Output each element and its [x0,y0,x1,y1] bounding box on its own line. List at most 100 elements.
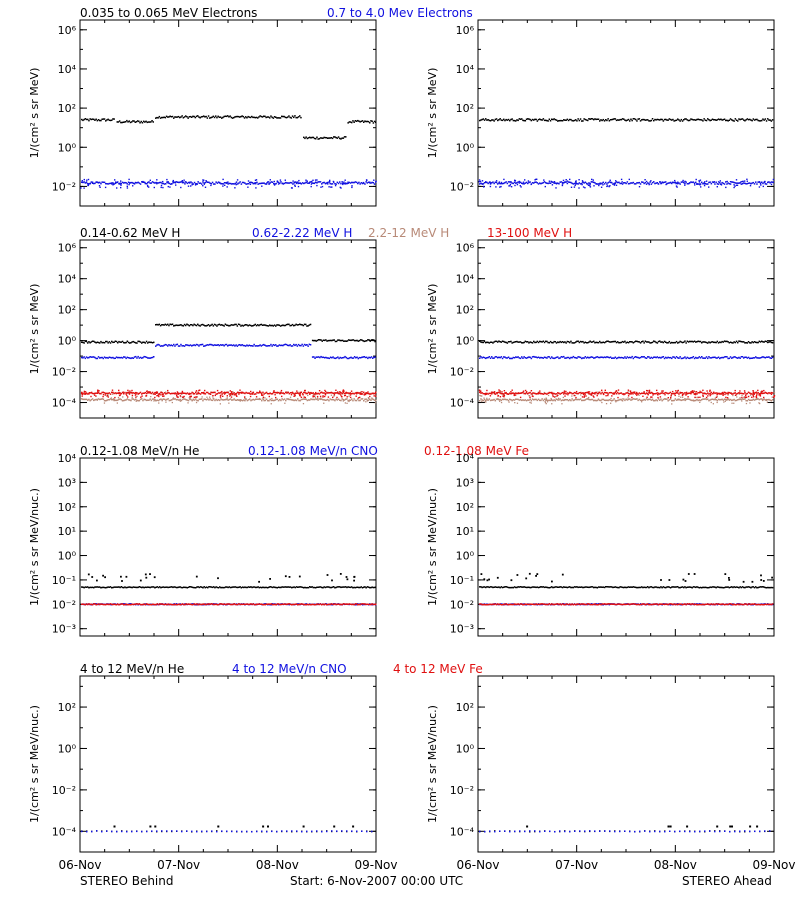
data-point [163,344,165,347]
data-point [221,344,223,346]
data-point [217,324,219,326]
data-point [183,586,185,588]
data-point [627,183,630,185]
data-point [708,341,710,343]
data-point-scatter [545,398,548,400]
data-point [172,586,174,589]
data-point [563,341,565,344]
data-point [567,399,570,402]
data-point [283,115,285,118]
data-point [551,391,553,394]
data-point [561,341,564,343]
data-point-scatter [98,390,100,392]
data-point [229,324,231,327]
data-point [316,393,318,395]
data-point-scatter [552,394,554,396]
data-point [360,586,363,588]
data-point [231,586,233,589]
data-point [279,344,282,347]
data-point [229,392,232,395]
data-point [647,119,649,121]
data-point-scatter [688,182,690,185]
data-point [178,392,180,395]
data-point [133,120,135,122]
data-point-scatter [203,179,205,181]
data-point [375,121,377,123]
data-point [214,391,216,394]
data-point [241,344,243,346]
data-point [240,115,242,118]
data-point [283,398,286,400]
data-point-scatter [181,392,183,394]
data-point-scatter [154,399,156,401]
data-point [322,339,325,341]
data-point [603,391,606,394]
data-point [627,398,630,401]
data-point [349,121,352,123]
data-point [505,118,507,121]
data-point [585,398,588,400]
data-point [667,400,669,402]
data-point [355,181,358,184]
data-point [735,340,738,343]
data-point [105,340,107,343]
data-point [159,324,162,327]
data-point [290,345,293,347]
data-point [273,324,276,326]
data-point [763,398,765,400]
data-point [266,116,269,118]
data-point-scatter [146,184,149,187]
data-point [672,392,674,395]
data-point-scatter [325,390,327,393]
data-point [281,324,283,327]
data-point [220,603,222,605]
data-point-scatter [620,178,623,181]
data-point-scatter [184,181,187,183]
data-point-scatter [287,398,289,401]
data-point [577,340,579,342]
data-point [97,392,100,394]
data-point [581,392,583,394]
data-point [105,392,107,395]
data-point-scatter [120,184,122,186]
data-point [553,118,555,120]
data-point [161,603,163,605]
data-point [185,399,187,401]
data-point [690,357,692,359]
data-point [207,586,209,589]
data-point [271,586,274,589]
data-point [549,391,552,394]
data-point-scatter [651,391,653,394]
data-point [338,357,340,360]
data-point [668,392,671,394]
data-point [357,398,359,400]
data-point-scatter [758,394,760,396]
data-point [264,603,267,606]
data-point [150,341,153,344]
data-point [184,183,186,185]
data-point-scatter [355,395,357,397]
panel-2-title-2: 0.12-1.08 MeV Fe [424,444,529,458]
data-point-scatter [670,395,672,398]
data-point [240,587,243,589]
data-point [582,357,584,359]
data-point [300,398,303,401]
data-point [222,586,225,589]
data-point [522,119,524,122]
data-point [613,398,615,400]
data-point [551,356,553,358]
data-point [567,341,570,343]
data-point-scatter [575,396,577,399]
data-point [335,136,337,139]
data-point [125,586,127,589]
data-point [314,357,316,359]
data-point-scatter [647,394,649,396]
data-point-scatter [372,392,374,394]
data-point [171,115,174,118]
data-point [611,118,613,121]
plot-frame [477,239,775,419]
data-point [701,119,703,121]
data-point [749,182,751,184]
data-point [500,182,503,185]
data-point [148,399,150,401]
